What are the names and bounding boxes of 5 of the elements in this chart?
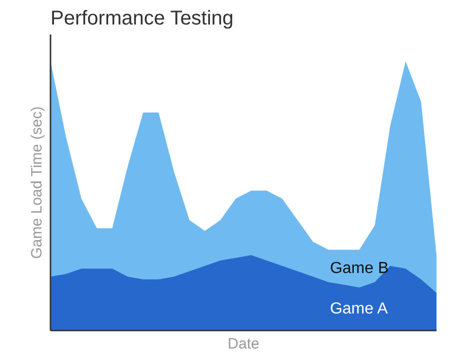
chart-title: Performance Testing — [50, 8, 234, 30]
x-axis-title: Date — [228, 336, 260, 352]
series-label: Game A — [330, 300, 388, 318]
series-label: Game B — [330, 260, 389, 278]
y-axis-title: Game Load Time (sec) — [28, 106, 46, 259]
